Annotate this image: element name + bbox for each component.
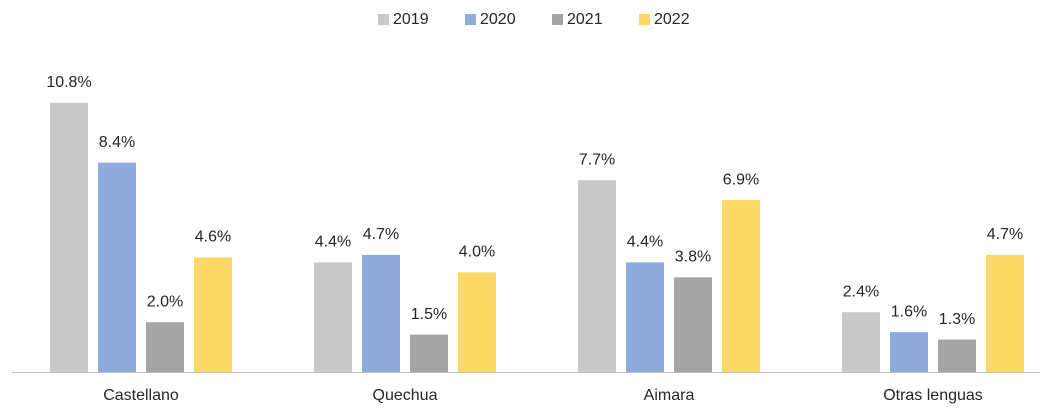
bar xyxy=(362,254,400,372)
bar xyxy=(890,332,928,372)
bar xyxy=(146,322,184,372)
bar xyxy=(98,162,136,372)
x-tick-label: Castellano xyxy=(103,387,179,404)
data-label: 3.8% xyxy=(675,249,711,266)
x-tick-label: Otras lenguas xyxy=(883,387,983,404)
legend-swatch xyxy=(639,14,650,25)
data-label: 4.4% xyxy=(627,234,663,251)
legend-label: 2022 xyxy=(654,11,690,28)
data-label: 4.7% xyxy=(987,226,1023,243)
x-tick-label: Aimara xyxy=(644,387,695,404)
bar xyxy=(722,200,760,372)
legend-label: 2020 xyxy=(480,11,516,28)
data-label: 4.0% xyxy=(459,244,495,261)
data-label: 6.9% xyxy=(723,171,759,188)
legend-swatch xyxy=(465,14,476,25)
data-label: 10.8% xyxy=(46,74,91,91)
data-label: 2.0% xyxy=(147,293,183,310)
data-label: 2.4% xyxy=(843,283,879,300)
bar xyxy=(986,254,1024,372)
bar xyxy=(626,262,664,372)
x-tick-label: Quechua xyxy=(373,387,438,404)
legend-label: 2021 xyxy=(567,11,603,28)
legend-swatch xyxy=(552,14,563,25)
legend-swatch xyxy=(378,14,389,25)
bar xyxy=(458,272,496,372)
bar xyxy=(194,257,232,372)
data-label: 1.3% xyxy=(939,311,975,328)
bar xyxy=(410,334,448,372)
data-label: 4.6% xyxy=(195,229,231,246)
bar xyxy=(674,277,712,372)
data-label: 1.5% xyxy=(411,306,447,323)
bar xyxy=(578,180,616,372)
bar xyxy=(938,339,976,372)
data-label: 1.6% xyxy=(891,303,927,320)
data-label: 4.7% xyxy=(363,226,399,243)
bar xyxy=(842,312,880,372)
data-label: 4.4% xyxy=(315,234,351,251)
bar xyxy=(50,102,88,373)
bar xyxy=(314,262,352,372)
data-label: 7.7% xyxy=(579,151,615,168)
legend-label: 2019 xyxy=(393,11,429,28)
data-label: 8.4% xyxy=(99,134,135,151)
